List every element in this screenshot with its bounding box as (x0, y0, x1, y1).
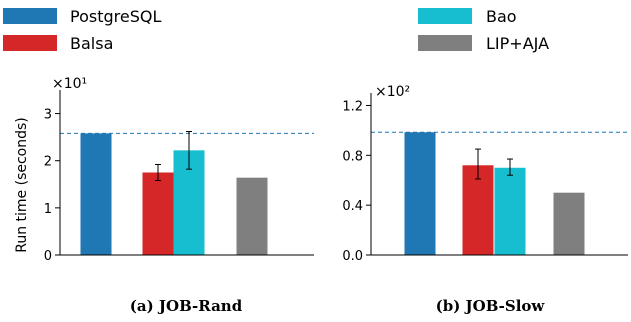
y-multiplier: ×10² (375, 84, 410, 100)
legend-swatch-bao (418, 8, 472, 24)
bar-lip-aja (553, 192, 585, 255)
y-tick-label: 0.8 (342, 149, 363, 164)
chart-job-slow: ×10² (b) JOB-Slow 0.0 0.4 0.8 1.2 (342, 84, 628, 315)
bar-postgresql (404, 132, 436, 255)
chart-caption: (b) JOB-Slow (436, 297, 546, 315)
bar-postgresql (80, 133, 112, 255)
error-bar-bao (507, 158, 513, 176)
error-bar-balsa (475, 148, 481, 180)
legend-label-bao: Bao (486, 7, 517, 26)
y-tick-label: 3 (44, 108, 52, 123)
y-tick-label: 2 (44, 155, 52, 170)
legend-swatch-postgresql (3, 8, 57, 24)
chart-job-rand: ×10¹ Run time (seconds) (a) JOB-Rand 0 1 2… (14, 76, 314, 315)
legend: PostgreSQL Balsa Bao LIP+AJA (3, 7, 549, 53)
legend-swatch-balsa (3, 35, 57, 51)
y-tick-label: 0.0 (342, 249, 363, 264)
legend-swatch-lip-aja (418, 35, 472, 51)
y-multiplier: ×10¹ (52, 76, 87, 92)
bar-lip-aja (236, 177, 268, 255)
error-bar-balsa (155, 163, 161, 182)
legend-label-lip-aja: LIP+AJA (486, 34, 549, 53)
chart-caption: (a) JOB-Rand (130, 297, 243, 315)
y-tick-label: 1 (44, 202, 52, 217)
legend-label-balsa: Balsa (70, 34, 113, 53)
y-tick-label: 0.4 (342, 199, 363, 214)
error-bar-bao (186, 130, 192, 170)
legend-label-postgresql: PostgreSQL (70, 7, 161, 26)
bar-balsa (462, 165, 494, 255)
bar-bao (494, 167, 526, 255)
y-tick-label: 1.2 (342, 99, 363, 114)
bar-balsa (142, 172, 174, 255)
y-axis-label: Run time (seconds) (14, 117, 30, 253)
y-tick-label: 0 (44, 249, 52, 264)
